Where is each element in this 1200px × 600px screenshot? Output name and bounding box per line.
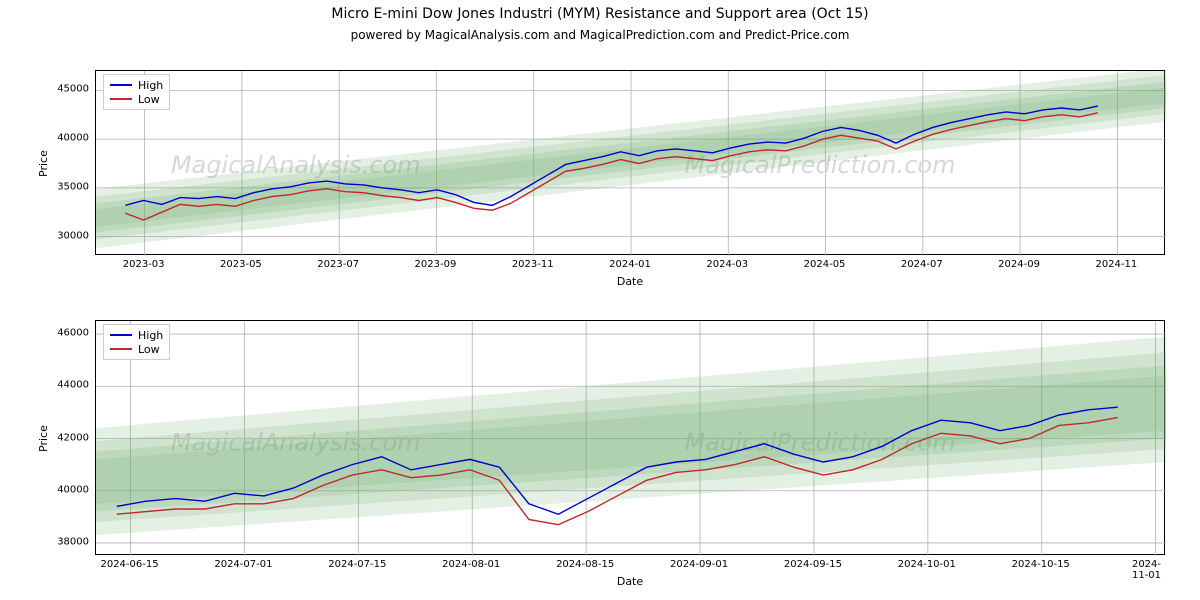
y-tick-label: 40000 xyxy=(49,133,89,144)
x-tick-label: 2024-07-01 xyxy=(214,559,272,570)
y-tick-label: 38000 xyxy=(49,536,89,547)
x-tick-label: 2024-09 xyxy=(998,259,1040,270)
panel-bottom: MagicalAnalysis.comMagicalPrediction.com xyxy=(95,320,1165,555)
legend-item: Low xyxy=(110,92,163,106)
legend-swatch xyxy=(110,348,132,350)
legend-item: High xyxy=(110,328,163,342)
x-tick-label: 2024-10-01 xyxy=(898,559,956,570)
x-tick-label: 2024-05 xyxy=(804,259,846,270)
x-tick-label: 2024-09-01 xyxy=(670,559,728,570)
y-tick-label: 46000 xyxy=(49,328,89,339)
legend-item: High xyxy=(110,78,163,92)
x-tick-label: 2023-05 xyxy=(220,259,262,270)
y-tick-label: 44000 xyxy=(49,380,89,391)
x-tick-label: 2024-11 xyxy=(1095,259,1137,270)
x-tick-label: 2024-09-15 xyxy=(784,559,842,570)
x-tick-label: 2024-07 xyxy=(901,259,943,270)
y-tick-label: 40000 xyxy=(49,484,89,495)
y-tick-label: 30000 xyxy=(49,230,89,241)
legend-swatch xyxy=(110,334,132,336)
panel-top: MagicalAnalysis.comMagicalPrediction.com xyxy=(95,70,1165,255)
panel-top-xlabel: Date xyxy=(95,275,1165,288)
x-tick-label: 2024-10-15 xyxy=(1012,559,1070,570)
x-tick-label: 2024-07-15 xyxy=(328,559,386,570)
legend-label: Low xyxy=(138,93,160,106)
y-tick-label: 42000 xyxy=(49,432,89,443)
x-tick-label: 2024-08-01 xyxy=(442,559,500,570)
x-tick-label: 2024-11-01 xyxy=(1132,559,1177,581)
y-tick-label: 35000 xyxy=(49,181,89,192)
x-tick-label: 2024-01 xyxy=(609,259,651,270)
legend-label: Low xyxy=(138,343,160,356)
y-tick-label: 45000 xyxy=(49,84,89,95)
legend-swatch xyxy=(110,84,132,86)
legend-label: High xyxy=(138,329,163,342)
legend-item: Low xyxy=(110,342,163,356)
legend-label: High xyxy=(138,79,163,92)
x-tick-label: 2023-09 xyxy=(415,259,457,270)
panel-top-ylabel: Price xyxy=(37,150,50,177)
x-tick-label: 2023-07 xyxy=(317,259,359,270)
legend: HighLow xyxy=(103,324,170,360)
panel-bottom-xlabel: Date xyxy=(95,575,1165,588)
chart-title-sub: powered by MagicalAnalysis.com and Magic… xyxy=(0,28,1200,42)
x-tick-label: 2024-08-15 xyxy=(556,559,614,570)
legend: HighLow xyxy=(103,74,170,110)
chart-title-main: Micro E-mini Dow Jones Industri (MYM) Re… xyxy=(0,6,1200,22)
x-tick-label: 2023-03 xyxy=(123,259,165,270)
figure: Micro E-mini Dow Jones Industri (MYM) Re… xyxy=(0,0,1200,600)
x-tick-label: 2024-03 xyxy=(706,259,748,270)
x-tick-label: 2023-11 xyxy=(512,259,554,270)
x-tick-label: 2024-06-15 xyxy=(100,559,158,570)
legend-swatch xyxy=(110,98,132,100)
